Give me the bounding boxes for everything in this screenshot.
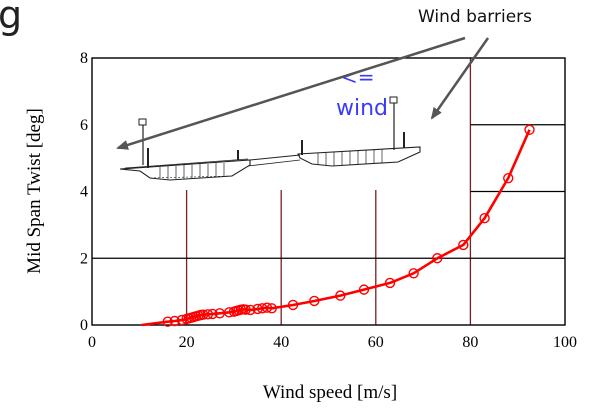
x-tick-labels: 0 20 40 60 80 100: [88, 334, 577, 351]
callout-arrow-left: [116, 36, 466, 150]
data-point-27: [287, 299, 299, 311]
data-point-1: [162, 316, 173, 327]
data-point-26: [266, 303, 277, 314]
data-point-35: [479, 212, 490, 224]
wind-label: wind: [336, 96, 388, 121]
heading-partial: g: [0, 0, 22, 37]
deck-connection-line: [249, 154, 301, 161]
x-tick-label-20: 20: [179, 334, 195, 351]
y-tick-label-6: 6: [80, 117, 88, 134]
x-tick-label-80: 80: [462, 334, 478, 351]
x-tick-label-100: 100: [553, 334, 577, 351]
y-tick-label-0: 0: [80, 317, 88, 334]
data-point-30: [358, 284, 370, 295]
data-point-13: [207, 308, 218, 320]
y-tick-label-2: 2: [80, 250, 88, 267]
data-point-21: [240, 304, 251, 315]
data-point-34: [458, 239, 469, 251]
inset-background: [98, 66, 458, 190]
wind-barriers-callout: Wind barriers: [116, 7, 532, 150]
bridge-cross-section-inset: <= wind: [98, 65, 458, 190]
data-point-32: [408, 268, 419, 279]
data-point-31: [384, 277, 396, 289]
data-point-25: [261, 302, 273, 313]
grid: [92, 58, 565, 325]
x-tick-label-0: 0: [88, 334, 96, 351]
data-point-3: [176, 314, 188, 326]
x-tick-label-60: 60: [368, 334, 384, 351]
x-axis-label: Wind speed [m/s]: [263, 382, 397, 403]
data-point-2: [169, 315, 180, 327]
callout-arrow-right: [430, 37, 490, 120]
data-point-12: [202, 309, 214, 320]
data-point-37: [524, 124, 535, 135]
left-deck-girder: [119, 150, 251, 181]
data-point-22: [245, 304, 256, 316]
y-axis-label: Mid Span Twist [deg]: [24, 108, 45, 274]
right-deck-girder: [297, 96, 421, 167]
data-point-33: [432, 253, 443, 264]
x-tick-label-40: 40: [273, 334, 289, 351]
plot-axes: [91, 57, 566, 326]
data-point-28: [309, 295, 320, 307]
data-point-15: [223, 307, 235, 318]
y-tick-label-4: 4: [80, 184, 88, 201]
left-light-pole: [138, 118, 149, 168]
data-point-36: [503, 172, 514, 184]
series-layer: [141, 124, 535, 327]
data-point-29: [335, 290, 346, 301]
y-tick-labels: 0 2 4 6 8: [80, 50, 88, 334]
y-tick-label-8: 8: [80, 50, 88, 67]
callout-label: Wind barriers: [418, 7, 532, 27]
plot-frame: [91, 57, 566, 326]
